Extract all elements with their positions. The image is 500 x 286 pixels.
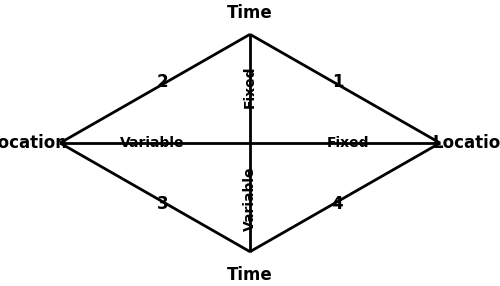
Text: Location: Location — [0, 134, 68, 152]
Text: Variable: Variable — [120, 136, 185, 150]
Text: Fixed: Fixed — [326, 136, 369, 150]
Text: 1: 1 — [332, 73, 343, 90]
Text: Location: Location — [432, 134, 500, 152]
Text: 4: 4 — [332, 196, 344, 213]
Text: Fixed: Fixed — [243, 66, 257, 108]
Text: Variable: Variable — [243, 166, 257, 231]
Text: Time: Time — [227, 266, 273, 283]
Text: 2: 2 — [156, 73, 168, 90]
Text: 3: 3 — [156, 196, 168, 213]
Text: Time: Time — [227, 4, 273, 22]
